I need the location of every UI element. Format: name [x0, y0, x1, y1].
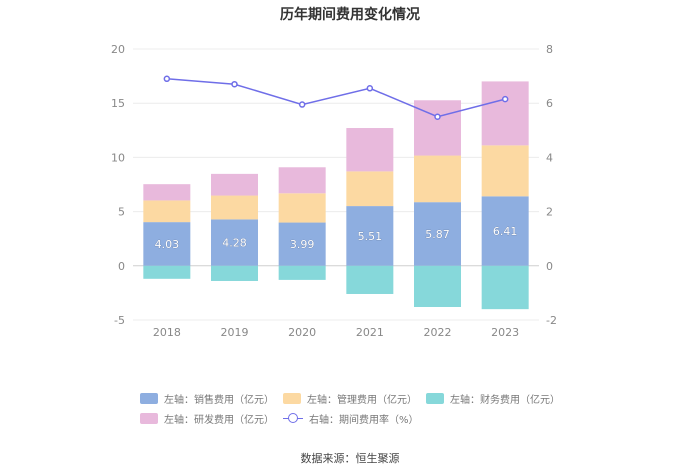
y-right-tick-label: 0 [546, 260, 553, 273]
expense-rate-point [434, 113, 441, 120]
bar-segment [346, 265, 394, 294]
bar-segment [278, 222, 326, 266]
y-right-tick-label: 2 [546, 206, 553, 219]
data-label: 3.99 [290, 238, 315, 251]
legend-swatch-expense-rate [283, 412, 303, 424]
x-tick-label: 2020 [288, 326, 316, 339]
x-tick-label: 2018 [153, 326, 181, 339]
x-tick-label: 2021 [356, 326, 384, 339]
bar-segment [414, 265, 461, 307]
y-left-tick-label: -5 [114, 314, 125, 327]
legend-item-sales[interactable]: 左轴：销售费用（亿元） [140, 391, 283, 406]
bar-segment [481, 81, 529, 146]
chart-canvas: -5 0 5 10 15 20 -2 0 2 4 6 8 2018 2019 2020 2021 2022 202… [111, 43, 557, 339]
legend-swatch-finance [426, 392, 444, 404]
legend-label-rd: 左轴：研发费用（亿元） [164, 414, 274, 426]
bar-segment [278, 193, 326, 223]
bar-segment [346, 206, 394, 266]
bar-segment [211, 219, 258, 266]
bar-segment [211, 265, 258, 281]
expense-rate-point [298, 101, 306, 108]
bar-segment [481, 196, 529, 266]
y-left-tick-label: 10 [111, 151, 125, 164]
legend-swatch-rd [140, 412, 158, 424]
x-tick-label: 2022 [424, 326, 452, 339]
expense-rate-point [231, 80, 238, 88]
bar-segment [143, 200, 191, 223]
bar-segment [278, 265, 326, 280]
bar-segment [143, 222, 191, 266]
chart-title: 历年期间费用变化情况 [280, 7, 420, 23]
y-right-tick-label: 4 [546, 151, 553, 164]
data-label: 5.87 [425, 228, 450, 241]
legend-swatch-sales [140, 392, 158, 404]
bar-segment [143, 184, 191, 201]
y-left-tick-label: 20 [111, 43, 125, 56]
legend-label-admin: 左轴：管理费用（亿元） [307, 394, 417, 406]
bar-segment [211, 195, 258, 220]
data-label: 4.03 [155, 238, 180, 251]
legend-row-1: 左轴：销售费用（亿元） 左轴：管理费用（亿元） 左轴：财务费用（亿元） [140, 388, 580, 408]
bar-segment [481, 145, 529, 197]
legend-item-expense-rate[interactable]: 右轴：期间费用率（%） [283, 411, 426, 426]
x-tick-label: 2023 [491, 326, 519, 339]
bar-segment [211, 173, 258, 196]
data-source: 数据来源：恒生聚源 [300, 452, 400, 465]
bar-segment [414, 155, 461, 203]
data-label: 4.28 [222, 237, 247, 250]
y-left-tick-label: 15 [111, 97, 125, 110]
bar-segment [346, 128, 394, 172]
legend-item-finance[interactable]: 左轴：财务费用（亿元） [426, 391, 569, 406]
y-left-tick-label: 0 [118, 260, 125, 273]
data-label: 5.51 [358, 230, 383, 243]
data-label: 6.41 [493, 225, 518, 238]
y-right-tick-label: -2 [546, 314, 557, 327]
y-left-tick-label: 5 [118, 206, 125, 219]
x-tick-label: 2019 [221, 326, 249, 339]
bar-segment [346, 171, 394, 207]
legend-swatch-admin [283, 392, 301, 404]
expense-rate-point [501, 95, 509, 103]
legend-label-expense-rate: 右轴：期间费用率（%） [309, 414, 419, 426]
legend-label-finance: 左轴：财务费用（亿元） [450, 394, 560, 406]
expense-rate-point [366, 85, 374, 92]
expense-rate-line [166, 78, 506, 118]
bar-segment [481, 265, 529, 310]
legend: 左轴：销售费用（亿元） 左轴：管理费用（亿元） 左轴：财务费用（亿元） 左轴：研… [140, 388, 580, 428]
y-right-tick-label: 8 [546, 43, 553, 56]
bar-segment [414, 100, 461, 156]
bar-segment [414, 202, 461, 266]
legend-label-sales: 左轴：销售费用（亿元） [164, 394, 274, 406]
expense-rate-point [163, 75, 171, 83]
bar-segment [278, 167, 326, 194]
bar-segment [143, 265, 191, 279]
y-right-tick-label: 6 [546, 97, 553, 110]
legend-row-2: 左轴：研发费用（亿元） 右轴：期间费用率（%） [140, 408, 580, 428]
legend-item-admin[interactable]: 左轴：管理费用（亿元） [283, 391, 426, 406]
legend-item-rd[interactable]: 左轴：研发费用（亿元） [140, 411, 283, 426]
